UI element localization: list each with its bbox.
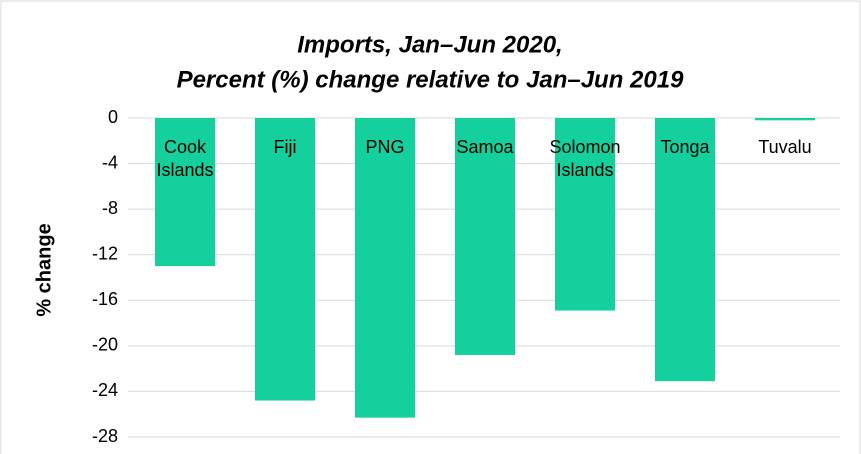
bar bbox=[255, 118, 315, 401]
bar bbox=[355, 118, 415, 418]
x-tick-label: Tuvalu bbox=[758, 137, 811, 157]
bar bbox=[655, 118, 715, 382]
x-tick-label: Samoa bbox=[456, 137, 514, 157]
x-tick-label: PNG bbox=[365, 137, 404, 157]
y-tick-label: 0 bbox=[108, 107, 118, 127]
y-tick-label: -12 bbox=[92, 243, 118, 263]
x-tick-label: Cook Islands bbox=[156, 137, 213, 180]
bar bbox=[555, 118, 615, 311]
chart-title: Imports, Jan–Jun 2020, bbox=[297, 31, 562, 58]
y-tick-label: -8 bbox=[102, 198, 118, 218]
y-tick-label: -20 bbox=[92, 335, 118, 355]
y-tick-label: -16 bbox=[92, 289, 118, 309]
y-tick-label: -4 bbox=[102, 152, 118, 172]
bar bbox=[455, 118, 515, 355]
x-tick-label: Tonga bbox=[660, 137, 710, 157]
bar bbox=[155, 118, 215, 267]
y-tick-label: -24 bbox=[92, 380, 118, 400]
x-tick-label: Solomon Islands bbox=[549, 137, 620, 180]
x-tick-label: Fiji bbox=[274, 137, 297, 157]
chart-title: Percent (%) change relative to Jan–Jun 2… bbox=[177, 66, 685, 93]
bar bbox=[755, 118, 815, 121]
y-tick-label: -28 bbox=[92, 426, 118, 446]
y-axis-label: % change bbox=[33, 223, 55, 316]
